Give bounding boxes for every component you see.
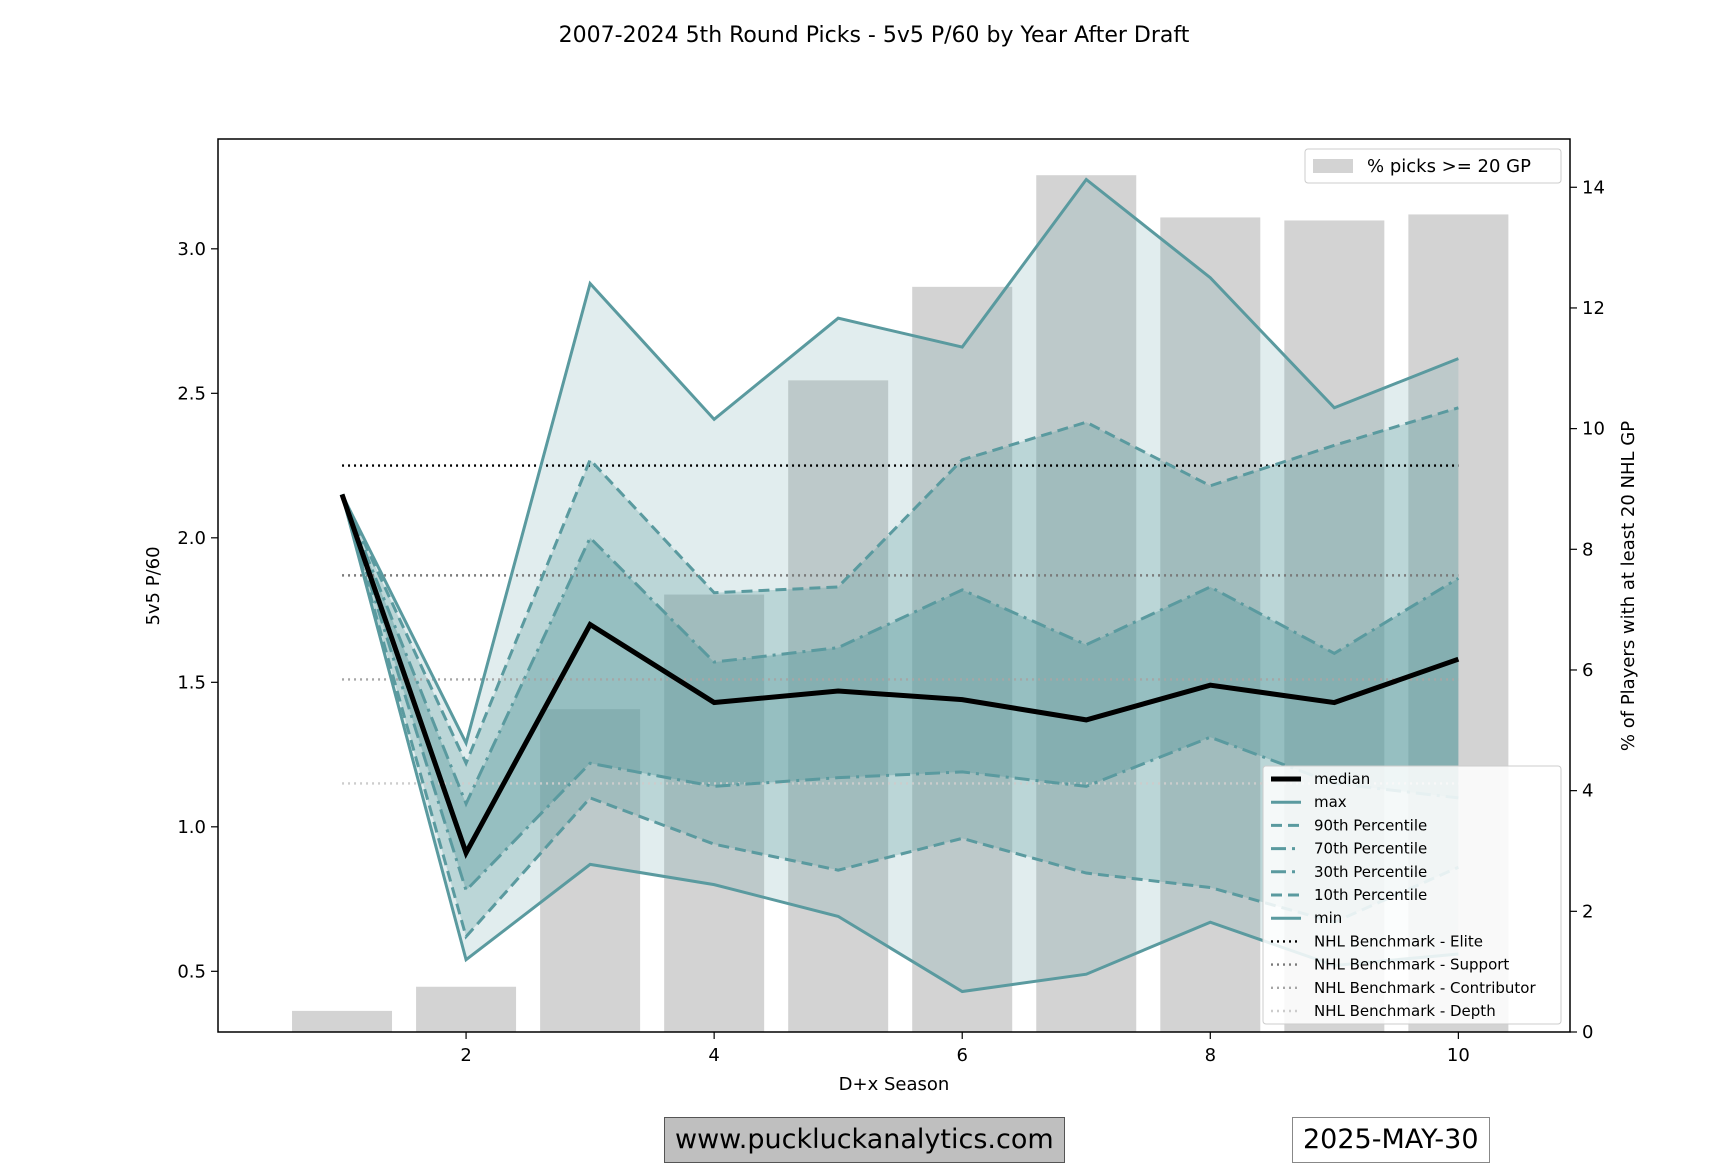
- chart-title: 2007-2024 5th Round Picks - 5v5 P/60 by …: [559, 23, 1190, 48]
- series-median: [339, 493, 1460, 859]
- legend-label-2: 90th Percentile: [1314, 816, 1427, 834]
- line-legend-box: [1262, 765, 1562, 1025]
- x-tick-label: 4: [708, 1045, 719, 1066]
- bar-legend-box: [1304, 148, 1562, 184]
- y2-tick-label: 2: [1582, 901, 1593, 922]
- series-30th-percentile: [340, 494, 1459, 894]
- band-10-90: [342, 407, 1459, 937]
- legend-label-10: NHL Benchmark - Depth: [1314, 1002, 1496, 1020]
- y-tick-label: 2.5: [177, 383, 206, 404]
- y-tick-label: 1.5: [177, 672, 206, 693]
- date-label: 2025-MAY-30: [1292, 1117, 1490, 1163]
- y2-tick-label: 8: [1582, 539, 1593, 560]
- legend-label-1: max: [1314, 793, 1347, 811]
- y-tick-label: 3.0: [177, 239, 206, 260]
- bar-d8: [1160, 217, 1261, 1032]
- y2-tick-label: 12: [1582, 298, 1605, 319]
- legend-label-7: NHL Benchmark - Elite: [1314, 932, 1483, 950]
- band-min-max: [342, 179, 1459, 992]
- legend-label-5: 10th Percentile: [1314, 886, 1427, 904]
- y2-tick-label: 6: [1582, 660, 1593, 681]
- website-label: www.puckluckanalytics.com: [664, 1117, 1065, 1163]
- y-axis-label: 5v5 P/60: [143, 546, 164, 625]
- y2-axis-label: % of Players with at least 20 NHL GP: [1618, 421, 1639, 751]
- bar-d5: [788, 380, 889, 1033]
- series-70th-percentile: [340, 493, 1460, 808]
- x-tick-label: 8: [1205, 1045, 1216, 1066]
- x-tick-label: 10: [1447, 1045, 1470, 1066]
- bar-d2: [416, 986, 517, 1032]
- bar-legend-label: % picks >= 20 GP: [1367, 156, 1531, 177]
- bar-d7: [1036, 175, 1137, 1032]
- bar-d1: [292, 1010, 393, 1032]
- y2-tick-label: 14: [1582, 177, 1605, 198]
- y-tick-label: 0.5: [177, 961, 206, 982]
- legend-label-4: 30th Percentile: [1314, 863, 1427, 881]
- series-max: [340, 177, 1459, 748]
- bar-d4: [664, 594, 765, 1032]
- legend-label-0: median: [1314, 770, 1370, 788]
- y-tick-label: 1.0: [177, 817, 206, 838]
- x-tick-label: 6: [956, 1045, 967, 1066]
- bar-d6: [912, 286, 1013, 1032]
- y-tick-label: 2.0: [177, 528, 206, 549]
- x-tick-label: 2: [460, 1045, 471, 1066]
- band-30-70: [342, 494, 1459, 891]
- x-axis-label: D+x Season: [839, 1074, 950, 1095]
- y2-tick-label: 0: [1582, 1022, 1593, 1043]
- series-90th-percentile: [340, 406, 1459, 767]
- y2-tick-label: 10: [1582, 419, 1605, 440]
- legend-label-8: NHL Benchmark - Support: [1314, 956, 1509, 974]
- legend-label-9: NHL Benchmark - Contributor: [1314, 979, 1536, 997]
- bar-legend-swatch: [1313, 159, 1353, 173]
- legend-label-6: min: [1314, 909, 1342, 927]
- legend-label-3: 70th Percentile: [1314, 840, 1427, 858]
- plot-frame: [217, 138, 1571, 1033]
- y2-tick-label: 4: [1582, 781, 1593, 802]
